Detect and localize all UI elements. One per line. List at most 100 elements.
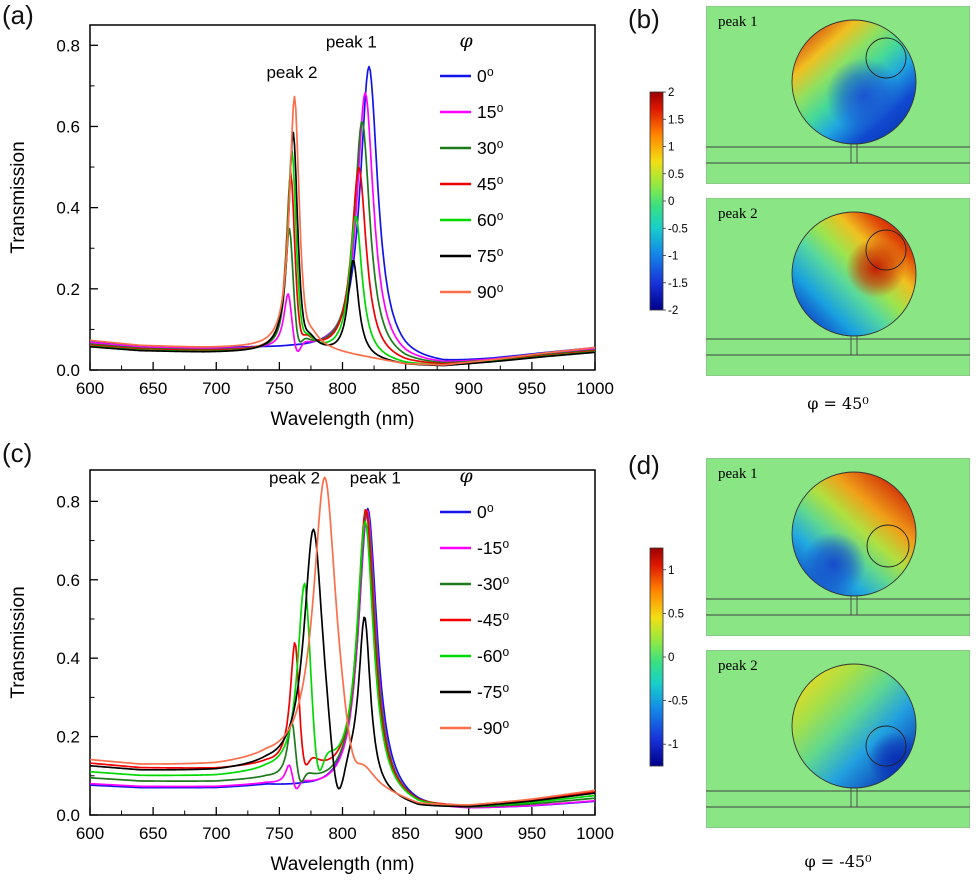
series-0deg <box>90 507 595 809</box>
legend-title: φ <box>459 30 473 52</box>
legend-label: 0⁰ <box>477 502 494 522</box>
legend-label: -45⁰ <box>477 610 509 630</box>
y-tick-label: 0.4 <box>56 199 80 218</box>
legend-label: 75⁰ <box>477 246 503 266</box>
x-tick-label: 650 <box>139 379 167 398</box>
inner-hole-circle <box>865 37 907 79</box>
x-tick-label: 850 <box>391 379 419 398</box>
colorbar-gradient <box>649 547 664 767</box>
x-axis-label: Wavelength (nm) <box>271 409 415 430</box>
legend-label: 60⁰ <box>477 210 503 230</box>
map-peak-label: peak 1 <box>718 14 758 30</box>
map-peak-label: peak 2 <box>718 658 758 674</box>
colorbar-tick-label: 0.5 <box>668 608 684 620</box>
x-tick-label: 600 <box>76 824 104 843</box>
series-75deg <box>90 131 595 367</box>
colorbar-tick-label: 1 <box>668 565 674 577</box>
colorbar-tick-label: 1.5 <box>668 114 684 126</box>
series--15deg <box>90 509 595 809</box>
x-tick-label: 1000 <box>576 824 614 843</box>
legend-label: 30⁰ <box>477 138 503 158</box>
legend-label: -15⁰ <box>477 538 509 558</box>
panel-letter-d: (d) <box>628 450 660 480</box>
x-tick-label: 700 <box>202 379 230 398</box>
x-tick-label: 800 <box>328 379 356 398</box>
x-tick-label: 1000 <box>576 379 614 398</box>
y-tick-label: 0.6 <box>56 117 80 136</box>
colorbar-tick-label: 0 <box>668 652 674 664</box>
y-axis-label: Transmission <box>8 586 29 698</box>
field-lobe <box>802 532 866 596</box>
inner-hole-circle <box>865 229 907 271</box>
caption-b: φ = 45⁰ <box>807 394 869 413</box>
map-peak-label: peak 2 <box>718 206 758 222</box>
y-tick-label: 0.2 <box>56 728 80 747</box>
legend-label: -90⁰ <box>477 718 509 738</box>
field-lobe <box>826 58 902 134</box>
y-axis-label: Transmission <box>8 141 29 253</box>
x-tick-label: 700 <box>202 824 230 843</box>
map-d-2: peak 2 <box>706 650 970 828</box>
x-tick-label: 950 <box>518 824 546 843</box>
colorbar-tick-label: 1 <box>668 142 674 154</box>
colorbar-tick-label: -0.5 <box>668 223 688 235</box>
peak-annotation: peak 1 <box>350 469 401 488</box>
chart-a: 600 650 700 750 800 850 900 950 1000 0.0 0.2 0.4 0.6… <box>8 24 614 430</box>
series--75deg <box>90 528 595 808</box>
x-tick-label: 850 <box>391 824 419 843</box>
legend-label: -30⁰ <box>477 574 509 594</box>
map-d-1: peak 1 <box>706 458 970 636</box>
legend-label: -60⁰ <box>477 646 509 666</box>
panel-letter-c: (c) <box>2 438 33 468</box>
series--60deg <box>90 520 595 808</box>
caption-d: φ = -45⁰ <box>804 852 872 871</box>
legend-label: -75⁰ <box>477 682 509 702</box>
peak-annotation: peak 2 <box>269 469 320 488</box>
map-b-2: peak 2 <box>706 198 970 376</box>
y-tick-label: 0.2 <box>56 280 80 299</box>
colorbar-d: 1 0.5 0 -0.5 -1 <box>649 547 688 767</box>
panel-letter-b: (b) <box>628 4 660 34</box>
y-tick-label: 0.8 <box>56 492 80 511</box>
series-60deg <box>90 150 595 366</box>
y-axis: 0.0 0.2 0.4 0.6 0.8 <box>56 36 98 380</box>
legend-label: 90⁰ <box>477 282 503 302</box>
x-tick-label: 650 <box>139 824 167 843</box>
x-tick-label: 750 <box>265 379 293 398</box>
series-30deg <box>90 121 595 364</box>
x-tick-label: 900 <box>455 379 483 398</box>
x-axis-label: Wavelength (nm) <box>271 854 415 875</box>
series-45deg <box>90 166 595 365</box>
y-tick-label: 0.6 <box>56 571 80 590</box>
peak-annotation: peak 2 <box>266 63 317 82</box>
panel-letter-a: (a) <box>2 0 34 30</box>
legend: φ0⁰ 15⁰ 30⁰ 45⁰ 60⁰ 75⁰ 90⁰ <box>440 30 503 302</box>
legend-label: 45⁰ <box>477 174 503 194</box>
colorbar-tick-label: 0.5 <box>668 169 684 181</box>
series-group <box>90 65 595 367</box>
x-tick-label: 600 <box>76 379 104 398</box>
colorbar-tick-label: 0 <box>668 196 674 208</box>
y-tick-label: 0.0 <box>56 806 80 825</box>
x-tick-label: 750 <box>265 824 293 843</box>
colorbar-b: 2 1.5 1 0.5 0 -0.5 -1 -1.5 -2 <box>649 87 688 316</box>
series-0deg <box>90 65 595 361</box>
legend: φ0⁰ -15⁰ -30⁰ -45⁰ -60⁰ -75⁰ -90⁰ <box>440 465 509 738</box>
inner-hole-circle <box>865 725 907 767</box>
colorbar-tick-label: 2 <box>668 87 674 99</box>
field-lobe <box>846 238 906 298</box>
series--45deg <box>90 509 595 807</box>
series-90deg <box>90 95 595 366</box>
inner-hole-circle <box>866 524 910 568</box>
y-tick-label: 0.0 <box>56 361 80 380</box>
y-axis: 0.0 0.2 0.4 0.6 0.8 <box>56 492 98 825</box>
colorbar-gradient <box>649 91 664 311</box>
y-tick-label: 0.4 <box>56 649 80 668</box>
colorbar-tick-label: -1.5 <box>668 278 688 290</box>
legend-label: 15⁰ <box>477 102 503 122</box>
map-peak-label: peak 1 <box>718 466 758 482</box>
series--90deg <box>90 476 595 806</box>
colorbar-tick-label: -2 <box>668 305 678 316</box>
x-tick-label: 950 <box>518 379 546 398</box>
